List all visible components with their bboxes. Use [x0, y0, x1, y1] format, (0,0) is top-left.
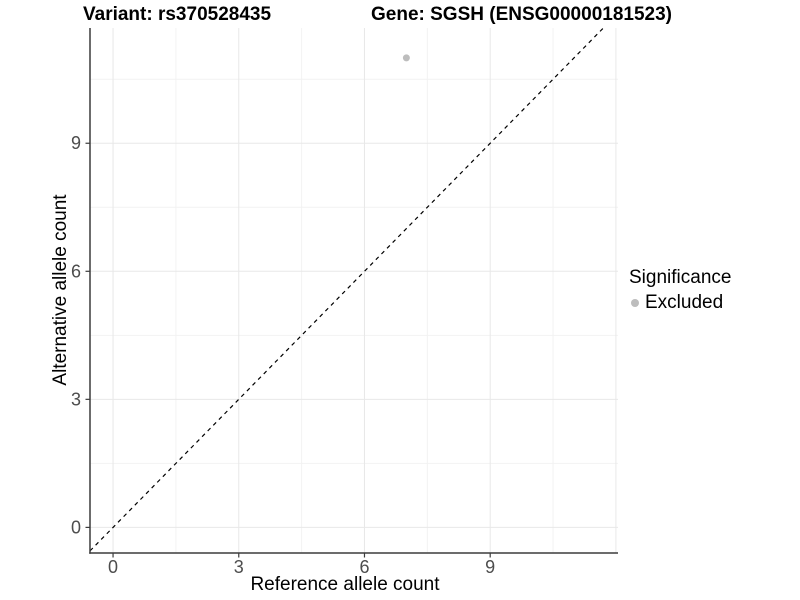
legend-item-excluded: Excluded: [629, 292, 731, 314]
x-tick-label: 6: [359, 557, 369, 577]
y-tick-label: 3: [71, 389, 81, 409]
y-tick-label: 9: [71, 133, 81, 153]
identity-line: [89, 27, 604, 552]
legend: Significance Excluded: [629, 267, 731, 314]
x-tick-label: 3: [234, 557, 244, 577]
plot-title-variant: Variant: rs370528435: [83, 4, 272, 25]
y-axis-title: Alternative allele count: [50, 194, 71, 386]
data-point: [402, 54, 410, 62]
y-tick-label: 6: [71, 261, 81, 281]
excluded-point-swatch: [631, 299, 639, 307]
legend-title: Significance: [629, 267, 732, 288]
x-tick-label: 0: [108, 557, 118, 577]
x-axis-title: Reference allele count: [250, 574, 440, 595]
legend-item-label: Excluded: [645, 292, 724, 313]
x-tick-label: 9: [485, 557, 495, 577]
y-tick-label: 0: [71, 517, 81, 537]
plot-title-gene: Gene: SGSH (ENSG00000181523): [371, 4, 672, 25]
